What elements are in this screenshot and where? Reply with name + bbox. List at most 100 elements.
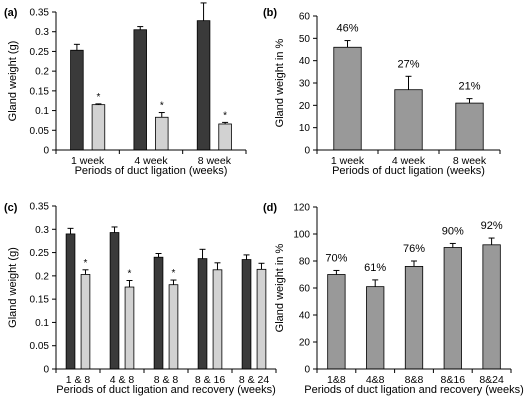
significance-mark: * <box>160 101 164 112</box>
bar <box>394 89 423 151</box>
y-axis-title: Gland weight in % <box>274 38 286 127</box>
y-tick-label: 0.25 <box>30 248 50 259</box>
data-label: 76% <box>403 243 425 255</box>
significance-mark: * <box>128 269 132 280</box>
y-tick-label: 0.05 <box>30 126 50 137</box>
bar <box>197 258 208 370</box>
y-tick-label: 0.2 <box>35 271 49 282</box>
x-tick-label: 1 & 8 <box>66 374 91 386</box>
y-axis-title: Gland weight in % <box>274 243 286 332</box>
bar <box>153 256 164 370</box>
bar <box>133 29 147 151</box>
bar <box>404 265 424 370</box>
bar <box>366 286 385 370</box>
y-tick-label: 20 <box>299 101 311 112</box>
data-label: 61% <box>364 262 386 274</box>
x-tick-label: 1&8 <box>327 374 346 386</box>
x-tick-label: 8 & 16 <box>195 374 226 386</box>
y-tick-label: 40 <box>299 311 311 322</box>
bar <box>256 268 267 370</box>
x-tick-label: 8 & 8 <box>154 374 179 386</box>
data-label: 92% <box>481 220 503 232</box>
bar <box>65 233 76 370</box>
y-tick-label: 60 <box>299 284 311 295</box>
chart-panel-4: (d) 0 20 40 60 80 100 120 70% 61% 76% 90% 92% 1&8 4&8 8… <box>263 202 524 396</box>
y-tick-label: 0 <box>304 146 310 157</box>
y-tick-label: 80 <box>299 257 311 268</box>
bar <box>80 274 91 370</box>
y-tick-label: 0 <box>304 365 310 376</box>
x-tick-label: 8&8 <box>405 374 424 386</box>
y-axis-title: Gland weight (g) <box>7 41 19 122</box>
panel-label: (b) <box>263 7 277 19</box>
y-tick-label: 50 <box>299 34 311 45</box>
x-tick-label: 8 & 24 <box>239 374 270 386</box>
x-tick-label: 4&8 <box>366 374 385 386</box>
y-tick-label: 10 <box>299 123 311 134</box>
x-tick-label: 1 week <box>71 155 105 167</box>
bar <box>109 232 120 370</box>
bar <box>70 49 84 151</box>
y-tick-label: 40 <box>299 56 311 67</box>
y-tick-label: 20 <box>299 338 311 349</box>
x-axis-title: Periods of duct ligation (weeks) <box>332 165 485 177</box>
x-tick-label: 8 week <box>198 155 232 167</box>
data-label: 21% <box>458 81 480 93</box>
x-tick-label: 8&16 <box>441 374 466 386</box>
data-label: 90% <box>442 225 464 237</box>
bar <box>327 274 346 370</box>
y-tick-label: 0.15 <box>30 295 50 306</box>
y-tick-label: 0.35 <box>30 8 50 19</box>
bar <box>155 116 169 151</box>
bar <box>124 286 135 370</box>
y-tick-label: 0 <box>43 146 49 157</box>
data-label: 27% <box>397 58 419 70</box>
bar <box>218 123 232 151</box>
y-tick-label: 0.1 <box>35 318 49 329</box>
y-tick-label: 60 <box>299 12 311 23</box>
bar <box>443 247 462 370</box>
y-tick-label: 0.25 <box>30 47 50 58</box>
y-tick-label: 0.05 <box>30 341 50 352</box>
chart-panel-2: (b) 0 10 20 30 40 50 60 46% 27% 21% 1 week 4 week 8 w… <box>263 7 501 177</box>
bar <box>91 104 106 151</box>
y-tick-label: 0.2 <box>35 67 49 78</box>
x-tick-label: 4 & 8 <box>110 374 135 386</box>
x-tick-label: 4 week <box>392 155 426 167</box>
significance-mark: * <box>84 258 88 269</box>
data-label: 46% <box>336 23 358 35</box>
y-tick-label: 0.3 <box>35 225 49 236</box>
bar <box>241 259 252 370</box>
x-tick-label: 8 week <box>453 155 487 167</box>
bar <box>455 102 484 151</box>
y-tick-label: 30 <box>299 79 311 90</box>
y-tick-label: 0 <box>43 365 49 376</box>
chart-panel-3: (c) 0 0.05 0.1 0.15 0.2 0.25 0.3 0.35 * * * 1 & 8 4 &… <box>4 202 277 396</box>
panel-label: (c) <box>4 202 18 214</box>
bar <box>482 244 501 370</box>
chart-panel-1: (a) 0 0.05 0.1 0.15 0.2 0.25 0.3 0.35 * * * 1 week 4 … <box>4 2 247 177</box>
significance-mark: * <box>223 110 227 121</box>
bar <box>168 284 179 370</box>
significance-mark: * <box>172 268 176 279</box>
x-tick-label: 4 week <box>134 155 168 167</box>
bar <box>212 269 223 370</box>
panel-label: (d) <box>263 202 277 214</box>
y-tick-label: 100 <box>293 230 310 241</box>
bar <box>333 46 362 151</box>
x-axis-title: Periods of duct ligation and recovery (w… <box>56 384 276 396</box>
y-axis-title: Gland weight (g) <box>7 247 19 328</box>
x-axis-title: Periods of duct ligation (weeks) <box>75 165 228 177</box>
significance-mark: * <box>96 92 100 103</box>
y-tick-label: 0.35 <box>30 202 50 213</box>
x-tick-label: 8&24 <box>479 374 504 386</box>
panel-label: (a) <box>4 7 18 19</box>
data-label: 70% <box>325 252 347 264</box>
x-axis-title: Periods of duct ligation and recovery (w… <box>304 384 524 396</box>
y-tick-label: 0.3 <box>35 27 49 38</box>
x-tick-label: 1 week <box>331 155 365 167</box>
bar <box>196 20 211 151</box>
y-tick-label: 0.15 <box>30 86 50 97</box>
y-tick-label: 120 <box>293 203 310 214</box>
